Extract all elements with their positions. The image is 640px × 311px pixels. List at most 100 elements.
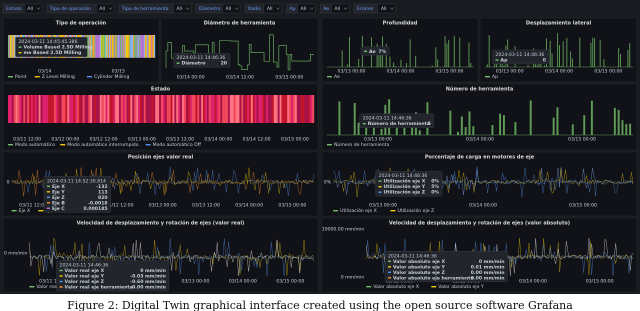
- state-stripe: [25, 95, 28, 123]
- spike: [629, 123, 632, 135]
- tooltip-label: Utilización eje X: [384, 178, 426, 185]
- state-stripe: [224, 95, 227, 123]
- x-tick-label: 03/13 00:00: [149, 203, 177, 209]
- tooltip-value: 5: [428, 121, 431, 127]
- tooltip-swatch: [18, 52, 22, 54]
- tooltip-value: 0.00 mm/min: [471, 270, 505, 276]
- spike: [556, 107, 559, 135]
- filter-label: Diámetro: [199, 5, 221, 12]
- state-stripe: [93, 35, 95, 58]
- state-stripe: [153, 35, 155, 58]
- state-stripe: [116, 35, 118, 58]
- spike: [549, 40, 551, 67]
- filter-select[interactable]: [331, 3, 350, 14]
- state-stripe: [110, 35, 113, 58]
- plot: [165, 34, 314, 71]
- panel-title: Porcentaje de carga en motores de eje: [425, 155, 535, 161]
- state-stripe: [178, 95, 181, 123]
- state-stripe: [145, 95, 148, 123]
- spike: [358, 58, 360, 67]
- state-stripe: [38, 95, 41, 123]
- state-stripe: [279, 95, 282, 123]
- filter-select[interactable]: [96, 3, 115, 14]
- dropdown-caret: [276, 7, 280, 10]
- state-stripe: [19, 95, 22, 123]
- state-stripe: [61, 95, 64, 123]
- x-tick-label: 03/13 12:00: [166, 137, 194, 143]
- tooltip-time: 2024-03-11 14:52:30.814: [47, 178, 106, 184]
- tooltip-swatch: [388, 277, 391, 279]
- state-stripe: [216, 95, 219, 123]
- dropdown-caret: [108, 7, 113, 10]
- filter-select[interactable]: [222, 3, 241, 14]
- state-stripe: [84, 95, 87, 123]
- state-stripe: [132, 35, 134, 58]
- spike: [357, 122, 360, 135]
- state-stripe: [271, 95, 275, 123]
- state-stripe: [252, 95, 255, 123]
- state-stripe: [48, 95, 51, 123]
- spike: [435, 47, 437, 67]
- filter-select[interactable]: [24, 3, 43, 14]
- filter-value: All: [176, 6, 182, 12]
- legend-swatch: [390, 210, 396, 212]
- panel-title: Posición ejes valor real: [128, 154, 194, 161]
- y-tick-label: 0: [7, 180, 10, 186]
- tooltip-swatch: [388, 271, 391, 273]
- tooltip: [492, 49, 550, 65]
- tooltip-label: Valor absoluto eje Y: [393, 264, 445, 270]
- filter-select[interactable]: [173, 3, 192, 14]
- state-stripe: [157, 95, 160, 123]
- tooltip-swatch: [378, 186, 382, 188]
- state-stripe: [310, 95, 313, 123]
- x-tick-label: 03/12 00:00: [51, 137, 79, 143]
- spike: [338, 101, 341, 135]
- spike: [411, 127, 414, 135]
- state-stripe: [8, 95, 11, 123]
- spike: [406, 63, 407, 67]
- x-tick-label: 03/14: [38, 69, 51, 75]
- filter-select[interactable]: [297, 3, 316, 14]
- spike: [453, 35, 455, 67]
- state-stripe: [180, 95, 183, 123]
- state-stripe: [95, 95, 99, 123]
- state-stripe: [201, 95, 204, 123]
- tooltip-label: me Based 2.5D Milling: [23, 50, 81, 56]
- filter-value: All: [225, 6, 231, 12]
- spike: [353, 102, 356, 135]
- state-stripe: [176, 95, 179, 123]
- state-stripe: [98, 35, 101, 58]
- panel-title: Velocidad de desplazamiento y rotación d…: [77, 220, 245, 227]
- tooltip-label: Valor real eje herramienta: [65, 285, 133, 291]
- state-stripe: [97, 35, 99, 58]
- state-stripe: [137, 35, 139, 58]
- panel-title: Profundidad: [383, 21, 418, 27]
- tooltip-swatch: [378, 180, 382, 182]
- state-stripe: [182, 95, 185, 123]
- tooltip-value: 0.00 mm/min: [132, 285, 166, 291]
- state-stripe: [99, 95, 102, 123]
- state-stripe: [258, 95, 261, 123]
- legend-label: Valor real eje X: [36, 284, 71, 290]
- plot: [8, 95, 315, 123]
- state-stripe: [101, 35, 103, 58]
- state-stripe: [126, 35, 128, 58]
- state-stripe: [273, 95, 276, 123]
- x-tick-label: 03/15 00:00: [436, 69, 464, 75]
- y-tick-label: 0%: [324, 180, 332, 186]
- x-tick-label: 03/14 12:00: [243, 137, 271, 143]
- state-stripe: [183, 95, 187, 123]
- x-tick-label: 03/14 00:00: [387, 69, 415, 75]
- filter-select[interactable]: [263, 3, 282, 14]
- state-stripe: [148, 35, 150, 58]
- x-tick-label: 03/13 00:00: [338, 69, 366, 75]
- filter-select[interactable]: [377, 3, 396, 14]
- spike: [502, 115, 505, 135]
- state-stripe: [53, 95, 57, 123]
- tooltip-swatch: [18, 46, 22, 48]
- spike: [446, 43, 448, 67]
- spike: [349, 36, 350, 67]
- state-stripe: [36, 95, 39, 123]
- state-stripe: [8, 35, 10, 58]
- x-tick-label: 03/15 00:00: [281, 137, 309, 143]
